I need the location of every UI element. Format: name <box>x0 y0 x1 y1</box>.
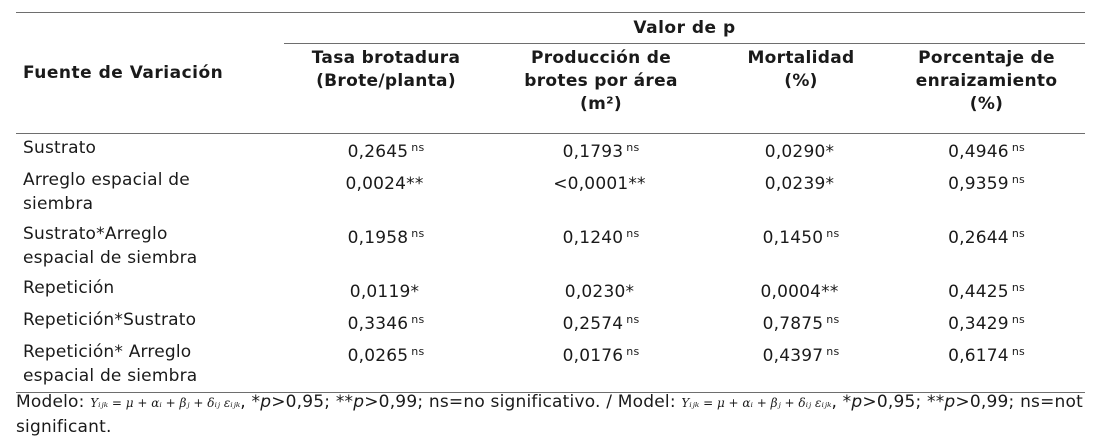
table-row: Sustrato 0,2645 ns 0,1793 ns 0,0290* 0,494… <box>16 134 1085 167</box>
row-source: Repetición* Arreglo espacial de siembra <box>23 342 198 386</box>
row-source: Repetición <box>23 278 115 298</box>
group-header-row: Fuente de Variación Valor de p <box>16 12 1086 83</box>
table-row: Repetición* Arreglo espacial de siembra 0… <box>16 338 1086 393</box>
table-cell: 0,4397 ns <box>762 345 840 366</box>
table-cell: 0,4946 ns <box>948 141 1025 162</box>
table-cell: 0,7875 ns <box>762 313 840 334</box>
source-header: Fuente de Variación <box>23 63 224 83</box>
table-cell: 0,0265 ns <box>347 345 425 366</box>
row-source: Arreglo espacial de siembra <box>23 170 190 214</box>
table-cell: 0,1450 ns <box>762 227 840 248</box>
column-header-3: Mortalidad (%) <box>747 48 855 91</box>
table-row: Arreglo espacial de siembra 0,0024** <0,0… <box>16 166 1085 220</box>
table-cell: 0,2574 ns <box>562 313 640 334</box>
row-source: Sustrato <box>23 138 97 158</box>
column-header-4: Porcentaje de enraizamiento (%) <box>915 48 1058 114</box>
table-cell: 0,1240 ns <box>562 227 640 248</box>
table-row: Repetición 0,0119* 0,0230* 0,0004** 0,44… <box>16 274 1085 306</box>
ns-note-es: ns=no significativo. / <box>428 392 613 412</box>
model-label-en: Model: <box>617 392 676 412</box>
model-formula-en: Yᵢⱼₖ = μ + αᵢ + βⱼ + δᵢⱼ εᵢⱼₖ <box>681 396 832 410</box>
table-cell: <0,0001** <box>553 174 646 194</box>
table-cell: 0,0290* <box>764 142 835 162</box>
model-formula-es: Yᵢⱼₖ = μ + αᵢ + βⱼ + δᵢⱼ εᵢⱼₖ <box>90 396 241 410</box>
ns-note-en: ns=not significant. <box>16 392 1083 437</box>
table-cell: 0,0024** <box>345 174 424 194</box>
row-source: Repetición*Sustrato <box>23 310 197 330</box>
table-cell: 0,0239* <box>764 174 835 194</box>
anova-table: Fuente de Variación Valor de p Tasa brot… <box>16 12 1086 393</box>
table-cell: 0,3429 ns <box>948 313 1025 334</box>
table-cell: 0,0176 ns <box>562 345 640 366</box>
table-cell: 0,4425 ns <box>948 281 1025 302</box>
table-footnote: Modelo: Yᵢⱼₖ = μ + αᵢ + βⱼ + δᵢⱼ εᵢⱼₖ, *… <box>16 392 1083 437</box>
column-header-1: Tasa brotadura (Brote/planta) <box>311 48 461 91</box>
table-cell: 0,0004** <box>760 282 839 302</box>
table-cell: 0,1958 ns <box>347 227 425 248</box>
column-header-row: Tasa brotadura (Brote/planta) Producción… <box>16 44 1086 134</box>
column-header-2: Producción de brotes por área (m²) <box>524 48 678 114</box>
table-cell: 0,2644 ns <box>948 227 1025 248</box>
table-cell: 0,0230* <box>564 282 635 302</box>
table-row: Sustrato*Arreglo espacial de siembra 0,19… <box>16 220 1085 274</box>
table-cell: 0,0119* <box>349 282 420 302</box>
table-cell: 0,1793 ns <box>562 141 640 162</box>
table-cell: 0,2645 ns <box>347 141 425 162</box>
table-cell: 0,3346 ns <box>347 313 425 334</box>
table-cell: 0,6174 ns <box>948 345 1025 366</box>
table-cell: 0,9359 ns <box>948 173 1025 194</box>
table-row: Repetición*Sustrato 0,3346 ns 0,2574 ns 0,… <box>16 306 1085 338</box>
row-source: Sustrato*Arreglo espacial de siembra <box>23 224 198 268</box>
model-label-es: Modelo: <box>16 392 85 412</box>
group-header: Valor de p <box>284 12 1086 44</box>
